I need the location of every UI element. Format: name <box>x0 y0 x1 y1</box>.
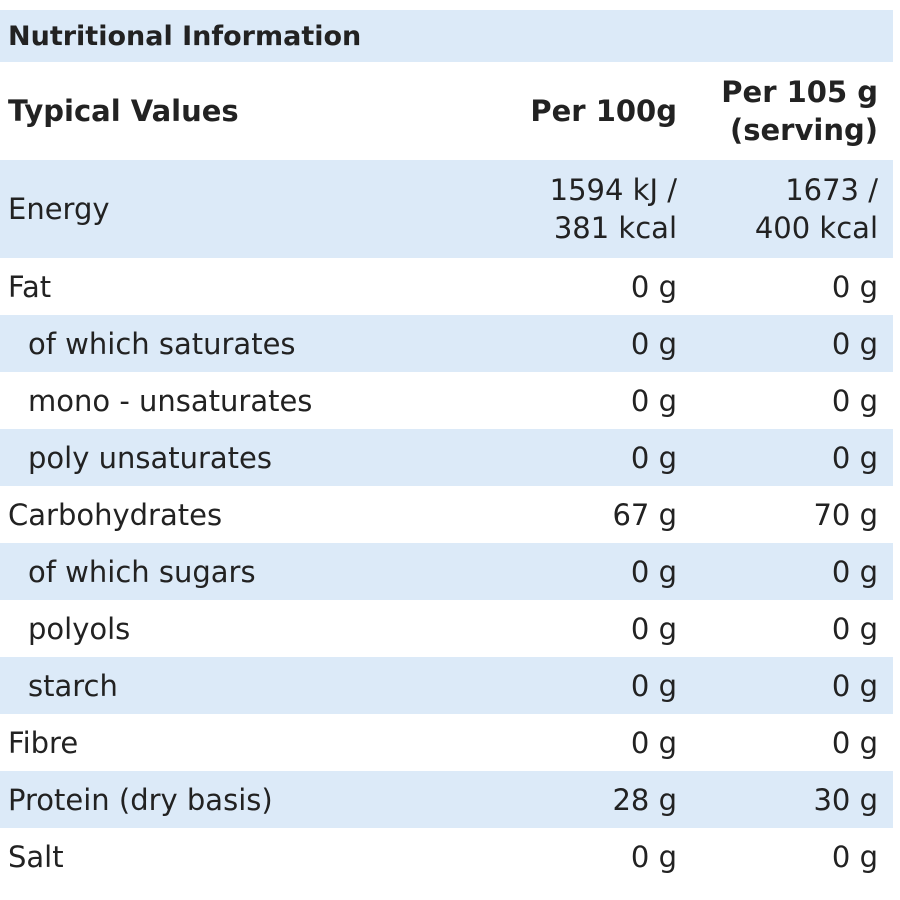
row-label: Typical Values <box>8 94 239 128</box>
value-cell: 0 g <box>631 325 677 363</box>
value-line: 381 kcal <box>553 211 677 245</box>
value-cell: 0 g <box>631 553 677 591</box>
sub-nutrient-row: poly unsaturates 0 g 0 g <box>0 429 893 486</box>
value-line: 0 g <box>630 554 677 589</box>
row-label: mono - unsaturates <box>28 383 313 418</box>
value-cell: 0 g <box>631 268 677 306</box>
value-cell: 1594 kJ / 381 kcal <box>550 171 677 247</box>
row-label: starch <box>28 668 118 703</box>
value-line: 0 g <box>831 725 878 760</box>
value-line: 0 g <box>630 611 677 646</box>
value-line: Per 105 g <box>721 75 878 109</box>
value-cell: 0 g <box>832 553 878 591</box>
row-label: of which saturates <box>28 326 296 361</box>
value-line: 0 g <box>630 839 677 874</box>
value-cell: 0 g <box>832 838 878 876</box>
value-line: (serving) <box>730 113 878 147</box>
value-line: 400 kcal <box>754 211 878 245</box>
value-line: 30 g <box>813 782 878 817</box>
value-cell: 0 g <box>832 724 878 762</box>
row-label: Salt <box>8 839 64 874</box>
nutrient-row: Fibre 0 g 0 g <box>0 714 893 771</box>
sub-nutrient-row: of which saturates 0 g 0 g <box>0 315 893 372</box>
row-label: Fibre <box>8 725 79 760</box>
value-line: 0 g <box>831 383 878 418</box>
value-cell: 1673 / 400 kcal <box>755 171 878 247</box>
value-line: 0 g <box>630 668 677 703</box>
value-cell: 0 g <box>631 382 677 420</box>
value-cell: 70 g <box>813 496 878 534</box>
value-line: 0 g <box>630 383 677 418</box>
value-cell: 0 g <box>631 838 677 876</box>
value-line: 1673 / <box>785 173 878 207</box>
value-line: 28 g <box>612 782 677 817</box>
header-row: Typical Values Per 100g Per 105 g (serving) <box>0 62 893 160</box>
value-line: 0 g <box>630 326 677 361</box>
sub-nutrient-row: polyols 0 g 0 g <box>0 600 893 657</box>
row-label: poly unsaturates <box>28 440 272 475</box>
row-label: Carbohydrates <box>8 497 223 532</box>
value-line: 0 g <box>831 839 878 874</box>
sub-nutrient-row: of which sugars 0 g 0 g <box>0 543 893 600</box>
nutrient-row: Fat 0 g 0 g <box>0 258 893 315</box>
value-line: 0 g <box>630 440 677 475</box>
value-cell: 0 g <box>631 667 677 705</box>
value-cell: 0 g <box>832 325 878 363</box>
value-line: 0 g <box>831 668 878 703</box>
value-cell: 0 g <box>631 610 677 648</box>
value-cell: 0 g <box>832 610 878 648</box>
value-line: 0 g <box>630 269 677 304</box>
value-line: 67 g <box>612 497 677 532</box>
nutrient-row: Protein (dry basis) 28 g 30 g <box>0 771 893 828</box>
value-cell: 28 g <box>612 781 677 819</box>
value-cell: 0 g <box>631 439 677 477</box>
row-label: of which sugars <box>28 554 256 589</box>
title-row: Nutritional Information <box>0 10 893 62</box>
value-line: 0 g <box>831 440 878 475</box>
value-cell: 0 g <box>832 667 878 705</box>
value-cell: 0 g <box>631 724 677 762</box>
row-label: Fat <box>8 269 52 304</box>
value-cell: 30 g <box>813 781 878 819</box>
nutrient-row: Energy 1594 kJ / 381 kcal 1673 / 400 kcal <box>0 160 893 258</box>
nutrient-row: Carbohydrates 67 g 70 g <box>0 486 893 543</box>
sub-nutrient-row: mono - unsaturates 0 g 0 g <box>0 372 893 429</box>
value-line: 0 g <box>630 725 677 760</box>
value-cell: 67 g <box>612 496 677 534</box>
value-cell: 0 g <box>832 268 878 306</box>
value-line: 1594 kJ / <box>549 173 677 207</box>
value-line: Per 100g <box>530 94 677 128</box>
value-cell: 0 g <box>832 382 878 420</box>
row-label: polyols <box>28 611 131 646</box>
value-line: 0 g <box>831 611 878 646</box>
value-cell: Per 105 g (serving) <box>721 73 878 149</box>
row-label: Protein (dry basis) <box>8 782 273 817</box>
value-line: 0 g <box>831 554 878 589</box>
value-cell: 0 g <box>832 439 878 477</box>
value-cell: Per 100g <box>530 92 677 130</box>
value-line: 70 g <box>813 497 878 532</box>
sub-nutrient-row: starch 0 g 0 g <box>0 657 893 714</box>
row-label: Energy <box>8 192 110 226</box>
nutrient-row: Salt 0 g 0 g <box>0 828 893 885</box>
table-title: Nutritional Information <box>8 20 362 52</box>
value-line: 0 g <box>831 326 878 361</box>
value-line: 0 g <box>831 269 878 304</box>
